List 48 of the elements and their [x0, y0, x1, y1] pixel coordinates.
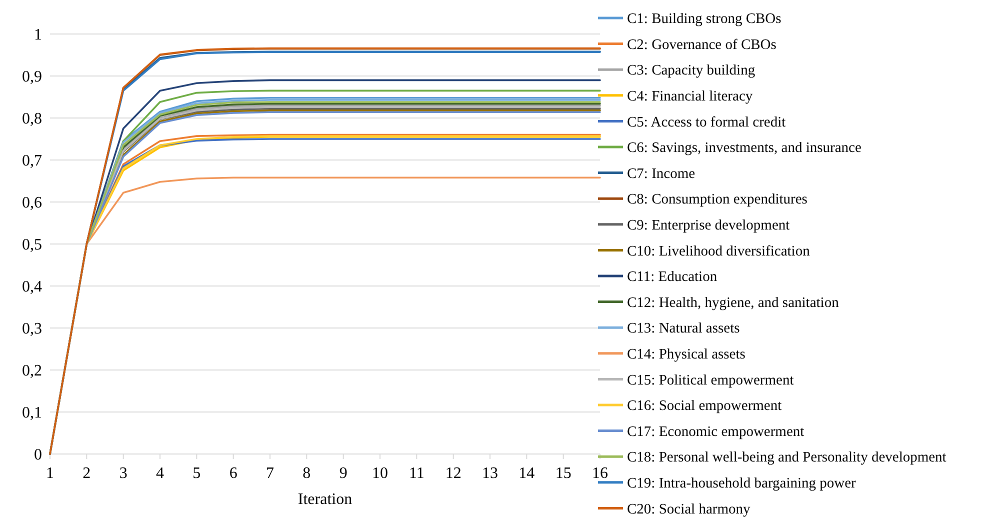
- legend-label: C12: Health, hygiene, and sanitation: [627, 294, 840, 311]
- legend-label: C6: Savings, investments, and insurance: [627, 140, 862, 156]
- legend-label: C17: Economic empowerment: [627, 424, 804, 440]
- x-tick-label: 7: [266, 465, 274, 482]
- y-tick-label: 0,7: [22, 152, 42, 170]
- x-tick-label: 2: [82, 465, 91, 482]
- x-tick-label: 5: [192, 465, 201, 482]
- legend-label: C7: Income: [627, 166, 696, 182]
- x-tick-label: 9: [339, 465, 348, 482]
- x-tick-label: 3: [119, 465, 128, 482]
- legend-label: C16: Social empowerment: [627, 398, 782, 414]
- legend-label: C20: Social harmony: [627, 501, 751, 518]
- y-tick-label: 0: [34, 446, 42, 464]
- x-tick-label: 1: [46, 465, 54, 482]
- legend-label: C18: Personal well-being and Personality development: [627, 450, 946, 466]
- x-axis-title: Iteration: [298, 491, 352, 508]
- y-tick-label: 0,2: [22, 362, 42, 380]
- y-tick-label: 0,9: [22, 68, 42, 86]
- y-tick-label: 0,6: [22, 194, 42, 212]
- legend-label: C2: Governance of CBOs: [627, 36, 777, 53]
- legend-label: C3: Capacity building: [627, 62, 756, 79]
- x-tick-label: 16: [592, 465, 608, 482]
- y-tick-label: 1: [34, 26, 42, 44]
- legend-label: C8: Consumption expenditures: [627, 192, 808, 208]
- y-tick-label: 0,4: [22, 278, 42, 296]
- legend-label: C11: Education: [627, 269, 718, 286]
- x-tick-label: 11: [408, 465, 424, 482]
- legend-label: C4: Financial literacy: [627, 88, 754, 104]
- x-tick-label: 10: [372, 465, 388, 482]
- legend-label: C1: Building strong CBOs: [627, 11, 782, 28]
- legend-label: C15: Political empowerment: [627, 372, 794, 388]
- legend-label: C5: Access to formal credit: [627, 114, 786, 130]
- y-tick-label: 0,5: [22, 236, 42, 254]
- y-tick-label: 0,3: [22, 320, 42, 338]
- legend-label: C19: Intra-household bargaining power: [627, 475, 856, 492]
- x-tick-label: 8: [302, 465, 311, 482]
- x-tick-label: 14: [518, 465, 535, 482]
- x-tick-label: 15: [555, 465, 572, 482]
- legend-label: C14: Physical assets: [627, 346, 746, 362]
- legend-label: C13: Natural assets: [627, 320, 740, 337]
- y-tick-label: 0,8: [22, 110, 42, 128]
- x-tick-label: 4: [156, 465, 164, 482]
- legend-label: C10: Livelihood diversification: [627, 243, 811, 260]
- x-tick-label: 13: [482, 465, 498, 482]
- y-tick-label: 0,1: [22, 404, 42, 422]
- x-tick-label: 6: [229, 465, 238, 482]
- x-tick-label: 12: [445, 465, 462, 482]
- legend-label: C9: Enterprise development: [627, 217, 790, 234]
